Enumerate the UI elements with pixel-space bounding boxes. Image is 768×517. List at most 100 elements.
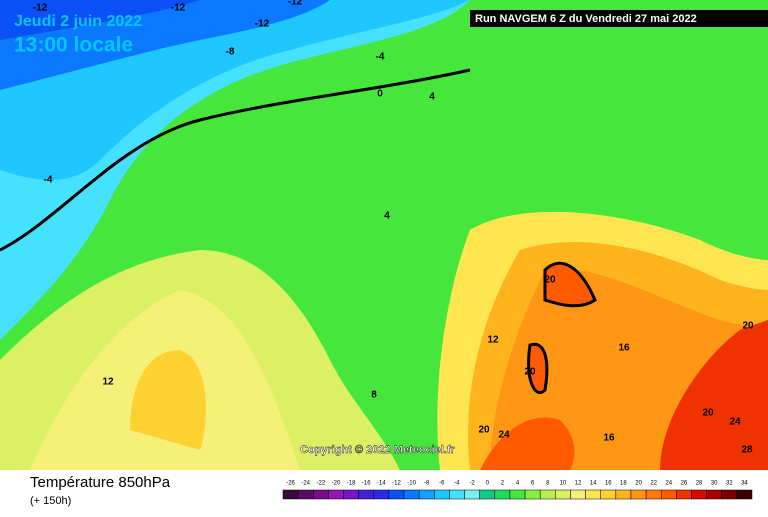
contour-label: 20 (702, 408, 714, 419)
legend-swatch (373, 489, 390, 500)
contour-label: 4 (384, 211, 390, 222)
contour-label: 12 (487, 335, 499, 346)
legend-swatch (297, 489, 314, 500)
legend-swatch (403, 489, 420, 500)
legend-label: 32 (726, 481, 733, 487)
legend-swatch (570, 489, 586, 500)
legend-swatch (736, 489, 753, 500)
footer-subtitle: (+ 150h) (30, 495, 71, 507)
legend-label: -18 (347, 481, 356, 487)
contour-label: -4 (376, 52, 385, 63)
copyright: Copyright © 2022 Meteociel.fr (300, 444, 456, 456)
legend-label: 2 (501, 481, 505, 487)
legend-label: 4 (516, 481, 520, 487)
zero-isotherm (0, 68, 471, 252)
legend-label: -12 (392, 481, 401, 487)
legend-swatch (358, 489, 375, 500)
legend-label: -24 (301, 481, 310, 487)
legend-label: 8 (546, 481, 550, 487)
legend-swatch (600, 489, 617, 500)
warm-area (130, 350, 206, 450)
date-text: Jeudi 2 juin 2022 (14, 13, 142, 30)
contour-label: 28 (741, 445, 753, 456)
contour-label: -12 (288, 0, 303, 8)
hot-area (543, 261, 597, 308)
legend-label: 12 (575, 481, 582, 487)
legend-label: -6 (439, 481, 445, 487)
footer-title: Température 850hPa (30, 474, 171, 491)
legend-swatch (615, 489, 632, 500)
contour-label: 20 (742, 321, 754, 332)
legend-label: 16 (605, 481, 612, 487)
contour-label: 24 (729, 417, 741, 428)
contour-label: -12 (255, 19, 270, 30)
cold-area (0, 0, 200, 40)
contour-label: -4 (44, 175, 53, 186)
legend-label: 20 (635, 481, 642, 487)
contour-label: 20 (478, 425, 490, 436)
contour-label: 8 (371, 390, 377, 401)
legend-label: 28 (696, 481, 703, 487)
legend-swatch (676, 489, 692, 500)
legend-swatch (328, 489, 344, 500)
contour-label: 0 (377, 89, 383, 100)
legend-swatch (555, 489, 571, 500)
legend-label: 26 (681, 481, 688, 487)
contour-label: 4 (429, 92, 435, 103)
legend-swatch (721, 489, 738, 500)
legend-label: -2 (469, 481, 475, 487)
contour-label: 16 (603, 433, 615, 444)
contour-label: -12 (33, 3, 48, 14)
legend-swatch (630, 489, 647, 500)
run-text: Run NAVGEM 6 Z du Vendredi 27 mai 2022 (475, 13, 697, 25)
legend-label: 0 (486, 481, 490, 487)
legend-label: 34 (741, 481, 748, 487)
legend-swatch (418, 489, 435, 500)
legend-label: -16 (362, 481, 371, 487)
legend-label: -14 (377, 481, 386, 487)
hot-area (527, 342, 549, 394)
hot-area (480, 417, 575, 470)
legend-swatch (706, 489, 722, 500)
legend-label: 18 (620, 481, 627, 487)
legend-swatch (645, 489, 662, 500)
contour-label: 20 (524, 367, 536, 378)
legend-swatch (449, 489, 465, 500)
legend-label: -10 (407, 481, 416, 487)
legend-label: -22 (316, 481, 325, 487)
legend-label: 22 (650, 481, 657, 487)
run-banner (470, 10, 768, 27)
legend-label: -26 (286, 481, 295, 487)
hot-area (660, 320, 768, 470)
contour-label: 24 (498, 430, 510, 441)
legend-label: 24 (665, 481, 672, 487)
legend-label: 10 (560, 481, 567, 487)
legend-swatch (343, 489, 359, 500)
contour-label: 12 (102, 377, 114, 388)
legend-swatch (660, 489, 677, 500)
legend-label: 14 (590, 481, 597, 487)
legend-label: -8 (424, 481, 430, 487)
contour-label: -8 (226, 47, 235, 58)
legend-label: -20 (332, 481, 341, 487)
legend-label: -4 (454, 481, 460, 487)
contour-label: 20 (544, 275, 556, 286)
legend-swatch (282, 489, 299, 500)
legend-swatch (494, 489, 511, 500)
legend-label: 6 (531, 481, 535, 487)
legend-swatch (464, 489, 480, 500)
legend-swatch (524, 489, 541, 500)
contour-label: -12 (171, 3, 186, 14)
legend-swatch (479, 489, 496, 500)
legend-label: 30 (711, 481, 718, 487)
legend-swatch (434, 489, 450, 500)
legend-swatch (585, 489, 601, 500)
legend-swatch (313, 489, 329, 500)
legend-swatch (509, 489, 526, 500)
contour-label: 16 (618, 343, 630, 354)
time-text: 13:00 locale (14, 34, 133, 57)
legend-swatch (388, 489, 405, 500)
legend-swatch (691, 489, 707, 500)
